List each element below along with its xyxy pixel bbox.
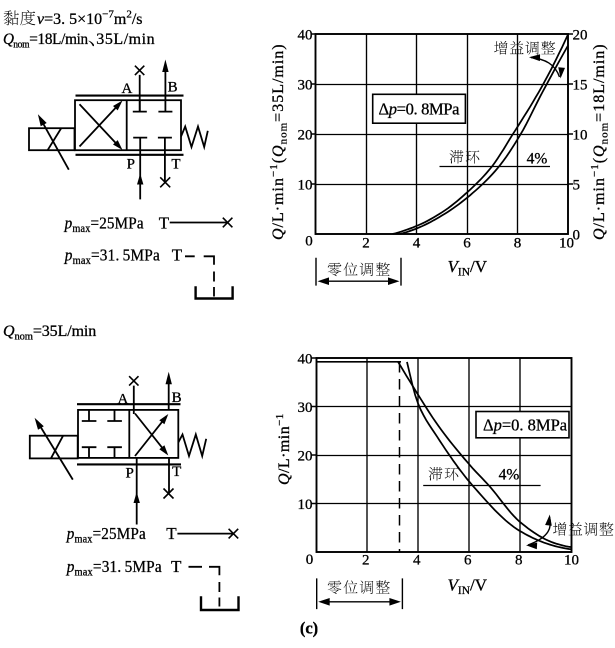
svg-text:VIN/V: VIN/V	[448, 576, 488, 598]
svg-text:P: P	[126, 466, 134, 482]
svg-text:Q/L·min−1(Qnom=35L/min): Q/L·min−1(Qnom=35L/min)	[268, 43, 290, 240]
svg-text:v=3. 5×10−7m2/s: v=3. 5×10−7m2/s	[37, 9, 143, 29]
svg-text:Δp=0. 8MPa: Δp=0. 8MPa	[483, 416, 568, 435]
svg-text:10: 10	[298, 177, 313, 193]
svg-text:35L/min: 35L/min	[96, 31, 155, 48]
svg-text:Qnom=35L/min: Qnom=35L/min	[3, 323, 96, 343]
svg-text:pmax=31. 5MPa: pmax=31. 5MPa	[64, 247, 160, 267]
svg-text:10: 10	[559, 236, 574, 252]
svg-text:A: A	[121, 81, 132, 97]
svg-text:5: 5	[573, 177, 581, 193]
svg-text:pmax=31. 5MPa: pmax=31. 5MPa	[66, 558, 162, 578]
svg-text:20: 20	[573, 27, 588, 43]
svg-text:Q/L·min−1: Q/L·min−1	[274, 413, 293, 485]
svg-text:T: T	[159, 214, 170, 233]
svg-text:P: P	[127, 156, 135, 172]
svg-text:4: 4	[413, 553, 421, 569]
svg-text:2: 2	[362, 236, 370, 252]
svg-text:8: 8	[515, 553, 523, 569]
svg-text:10: 10	[573, 127, 588, 143]
svg-text:T: T	[172, 246, 183, 265]
svg-text:T: T	[171, 156, 180, 172]
svg-text:8: 8	[514, 236, 522, 252]
svg-text:10: 10	[564, 553, 579, 569]
svg-text:6: 6	[463, 236, 471, 252]
svg-text:(c): (c)	[300, 619, 318, 638]
svg-text:4%: 4%	[527, 151, 548, 168]
svg-text:T: T	[172, 464, 181, 480]
svg-text:VIN/V: VIN/V	[448, 257, 488, 279]
svg-text:A: A	[117, 392, 128, 408]
svg-text:T: T	[166, 524, 177, 543]
svg-text:B: B	[172, 390, 182, 406]
svg-text:0: 0	[305, 234, 313, 250]
svg-text:Qnom=18L/min: Qnom=18L/min	[3, 31, 88, 51]
svg-text:pmax=25MPa: pmax=25MPa	[64, 215, 144, 235]
svg-text:B: B	[168, 80, 178, 96]
svg-text:20: 20	[298, 448, 313, 464]
svg-text:0: 0	[573, 227, 581, 243]
svg-text:40: 40	[298, 351, 313, 367]
svg-text:Δp=0. 8MPa: Δp=0. 8MPa	[379, 100, 461, 119]
svg-text:10: 10	[298, 497, 313, 513]
svg-text:Q/L·min−1(Qnom=18L/min): Q/L·min−1(Qnom=18L/min)	[589, 43, 611, 240]
svg-text:30: 30	[298, 400, 313, 416]
svg-text:4: 4	[413, 236, 421, 252]
svg-text:30: 30	[298, 77, 313, 93]
svg-text:2: 2	[362, 553, 370, 569]
svg-text:15: 15	[573, 77, 588, 93]
svg-text:4%: 4%	[499, 467, 520, 484]
svg-text:pmax=25MPa: pmax=25MPa	[66, 525, 146, 545]
svg-text:40: 40	[298, 27, 313, 43]
svg-text:6: 6	[464, 553, 472, 569]
svg-text:20: 20	[298, 127, 313, 143]
svg-text:0: 0	[306, 552, 314, 568]
svg-text:T: T	[171, 557, 182, 576]
